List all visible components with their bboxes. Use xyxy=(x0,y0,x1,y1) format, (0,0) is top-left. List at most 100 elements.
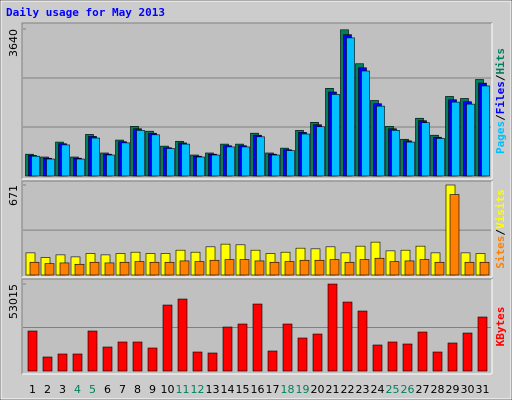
bar xyxy=(376,105,385,177)
legend-label: KBytes xyxy=(494,307,507,347)
bar xyxy=(406,141,415,177)
bar xyxy=(316,126,325,177)
bar xyxy=(329,259,340,276)
x-tick-label: 14 xyxy=(221,383,235,396)
bar xyxy=(119,261,130,276)
y-tick-label: 671 xyxy=(7,185,20,206)
bar xyxy=(389,261,400,276)
bar xyxy=(134,261,145,276)
bar xyxy=(387,341,398,372)
y-tick-label: 53015 xyxy=(7,284,20,319)
bar xyxy=(346,37,355,177)
bar xyxy=(181,143,190,177)
bar xyxy=(256,136,265,177)
x-tick-label: 5 xyxy=(89,383,96,396)
bar xyxy=(59,262,70,276)
bar xyxy=(239,259,250,276)
bar xyxy=(149,261,160,276)
bar xyxy=(194,261,205,276)
legend: KBytes xyxy=(494,307,507,347)
legend-label: Pages xyxy=(494,121,507,154)
x-tick-label: 3 xyxy=(59,383,66,396)
x-tick-label: 11 xyxy=(176,383,190,396)
bar xyxy=(76,158,85,177)
bar xyxy=(27,330,38,372)
x-tick-label: 24 xyxy=(371,383,385,396)
bar xyxy=(166,148,175,177)
bar xyxy=(104,262,115,276)
legend-separator: / xyxy=(494,229,507,236)
bar xyxy=(342,301,353,372)
x-tick-label: 29 xyxy=(446,383,460,396)
bar xyxy=(299,259,310,276)
bar xyxy=(207,352,218,372)
bar xyxy=(361,70,370,177)
bar xyxy=(447,342,458,372)
bar xyxy=(477,316,488,372)
x-tick-label: 26 xyxy=(401,383,415,396)
x-tick-label: 15 xyxy=(236,383,250,396)
legend-label: Files xyxy=(494,81,507,114)
bar xyxy=(237,323,248,372)
bar xyxy=(327,283,338,372)
x-tick-label: 28 xyxy=(431,383,445,396)
bar xyxy=(179,260,190,276)
bar xyxy=(106,154,115,177)
bar xyxy=(481,85,490,177)
bar xyxy=(267,350,278,372)
bar xyxy=(57,353,68,372)
x-tick-label: 19 xyxy=(296,383,310,396)
x-tick-label: 6 xyxy=(104,383,111,396)
bar xyxy=(297,337,308,372)
legend-separator: / xyxy=(494,74,507,81)
x-tick-label: 17 xyxy=(266,383,280,396)
x-tick-label: 23 xyxy=(356,383,370,396)
legend-label: Visits xyxy=(494,189,507,229)
bar xyxy=(177,298,188,372)
bar xyxy=(419,259,430,276)
bar xyxy=(451,101,460,177)
x-tick-label: 31 xyxy=(476,383,490,396)
bar xyxy=(132,341,143,372)
bar xyxy=(314,259,325,276)
bar xyxy=(117,341,128,372)
bar xyxy=(331,94,340,177)
bar xyxy=(89,261,100,276)
bar xyxy=(284,261,295,276)
bar xyxy=(121,142,130,177)
x-tick-label: 1 xyxy=(29,383,36,396)
bar xyxy=(449,194,460,276)
bar xyxy=(344,261,355,276)
legend-label: Hits xyxy=(494,48,507,75)
bar xyxy=(211,154,220,177)
bar xyxy=(436,138,445,177)
bar xyxy=(464,261,475,276)
bar xyxy=(91,137,100,177)
x-tick-label: 22 xyxy=(341,383,355,396)
bar xyxy=(421,122,430,177)
bar xyxy=(196,156,205,177)
bar xyxy=(164,261,175,276)
bar xyxy=(271,154,280,177)
x-tick-label: 21 xyxy=(326,383,340,396)
x-tick-label: 27 xyxy=(416,383,430,396)
x-tick-label: 8 xyxy=(134,383,141,396)
bar xyxy=(434,261,445,276)
x-tick-label: 25 xyxy=(386,383,400,396)
bar xyxy=(192,351,203,372)
bar xyxy=(417,331,428,372)
bar xyxy=(29,261,40,276)
x-tick-label: 13 xyxy=(206,383,220,396)
bar xyxy=(252,303,263,372)
bar xyxy=(254,260,265,276)
x-tick-label: 12 xyxy=(191,383,205,396)
bar xyxy=(286,150,295,177)
y-tick-label: 3640 xyxy=(7,29,20,57)
bar xyxy=(72,353,83,372)
bar xyxy=(46,158,55,177)
x-tick-label: 18 xyxy=(281,383,295,396)
x-tick-label: 9 xyxy=(149,383,156,396)
x-tick-label: 2 xyxy=(44,383,51,396)
bar xyxy=(31,155,40,177)
